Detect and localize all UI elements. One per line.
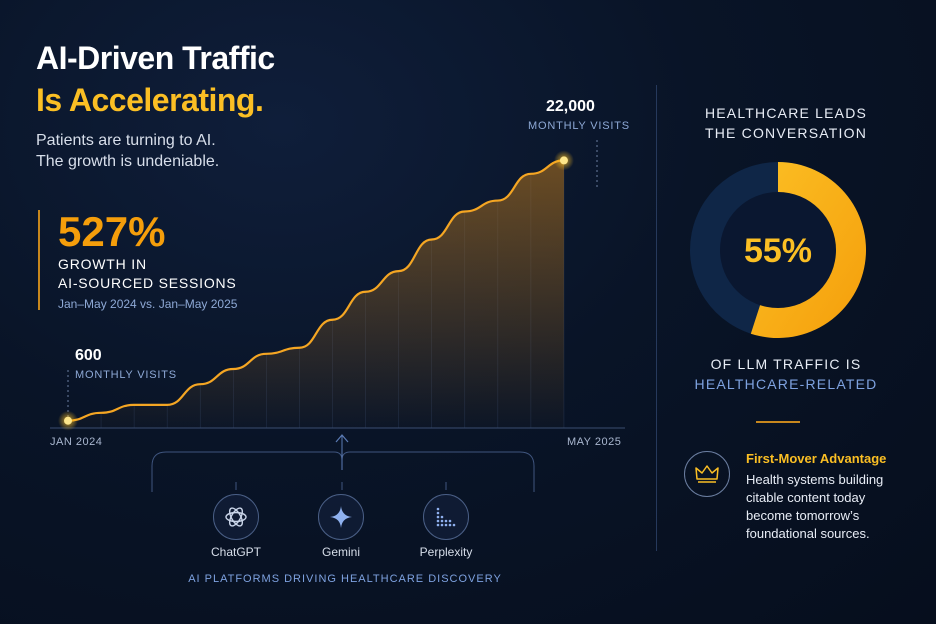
growth-percentage: 527% <box>58 208 166 255</box>
gemini-sparkle-icon <box>330 506 352 528</box>
subheadline-2: The growth is undeniable. <box>36 153 220 170</box>
section-rule <box>756 421 800 423</box>
llm-share-donut <box>690 162 866 338</box>
right-heading-2: THE CONVERSATION <box>704 125 868 141</box>
right-heading-1: HEALTHCARE LEADS <box>704 105 868 121</box>
growth-label-2: AI-SOURCED SESSIONS <box>58 275 237 291</box>
traffic-line <box>67 159 565 422</box>
first-mover-title: First-Mover Advantage <box>746 451 887 466</box>
start-unit: MONTHLY VISITS <box>75 369 177 381</box>
growth-comparison: Jan–May 2024 vs. Jan–May 2025 <box>58 297 238 311</box>
subheadline-1: Patients are turning to AI. <box>36 132 216 149</box>
start-point <box>64 416 72 425</box>
traffic-chart <box>50 140 625 431</box>
llm-caption-1: OF LLM TRAFFIC IS <box>710 356 862 372</box>
growth-label-1: GROWTH IN <box>58 256 147 272</box>
x-start-label: JAN 2024 <box>50 436 103 448</box>
end-point <box>559 156 568 165</box>
traffic-area <box>68 160 564 429</box>
headline-line-2: Is Accelerating. <box>36 82 264 118</box>
start-value: 600 <box>75 347 102 364</box>
platforms-caption: AI PLATFORMS DRIVING HEALTHCARE DISCOVER… <box>188 573 502 585</box>
donut-center-value: 55% <box>743 232 813 270</box>
headline-line-1: AI-Driven Traffic <box>36 40 275 76</box>
perplexity-icon <box>436 507 456 527</box>
crown-badge <box>684 451 730 497</box>
gemini-badge <box>318 494 364 540</box>
panel-divider <box>656 85 657 551</box>
x-end-label: MAY 2025 <box>567 436 622 448</box>
platform-name-perplexity: Perplexity <box>419 545 473 559</box>
platform-name-gemini: Gemini <box>321 545 360 559</box>
first-mover-body: Health systems building citable content … <box>746 472 884 541</box>
llm-caption-2: HEALTHCARE-RELATED <box>694 376 878 392</box>
end-value: 22,000 <box>546 98 595 115</box>
donut-hole <box>720 192 836 308</box>
up-arrow-icon <box>335 434 349 443</box>
platform-name-chatgpt: ChatGPT <box>210 545 261 559</box>
perplexity-badge <box>423 494 469 540</box>
chatgpt-badge <box>213 494 259 540</box>
crown-icon <box>695 465 719 483</box>
stat-accent-bar <box>38 210 40 310</box>
openai-icon <box>225 507 247 527</box>
end-unit: MONTHLY VISITS <box>528 120 630 132</box>
platform-bracket <box>151 434 535 492</box>
